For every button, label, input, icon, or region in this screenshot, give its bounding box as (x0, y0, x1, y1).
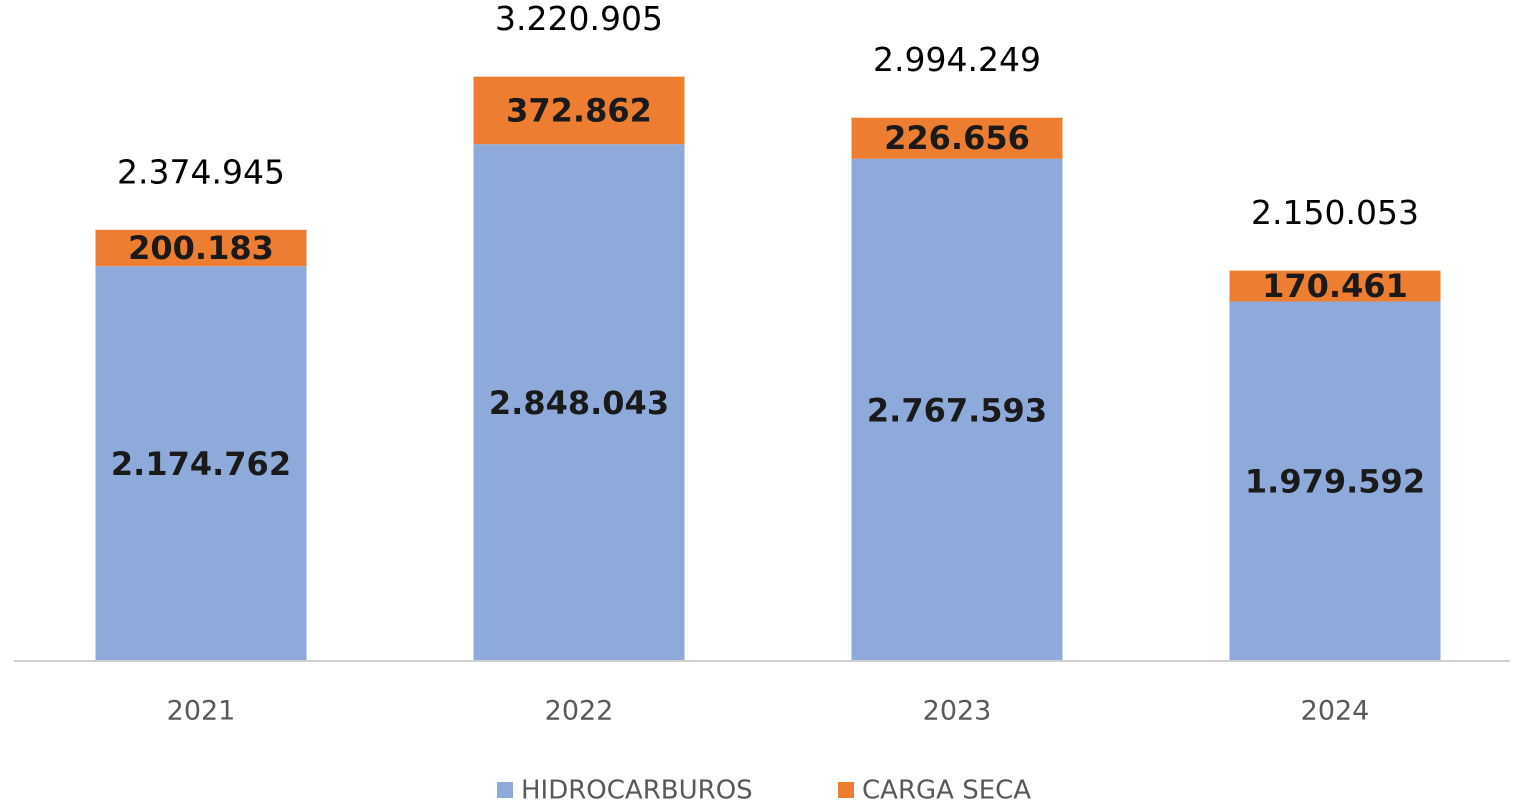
bar-segment (95, 266, 307, 660)
total-label: 2.150.053 (1251, 193, 1419, 232)
bar-segment (473, 144, 685, 661)
bar-segment (851, 117, 1063, 159)
bar-segment (851, 158, 1063, 660)
data-label: 1.979.592 (1245, 463, 1425, 501)
data-label: 170.461 (1262, 267, 1408, 305)
legend-label: HIDROCARBUROS (521, 776, 753, 805)
legend-swatch (838, 782, 854, 798)
bar-segment (473, 76, 685, 145)
x-tick-label: 2023 (923, 696, 992, 727)
data-label: 2.767.593 (867, 391, 1047, 429)
x-tick-label: 2022 (545, 696, 614, 727)
legend-swatch (497, 782, 513, 798)
bar-segment (1229, 301, 1441, 660)
data-label: 2.848.043 (489, 384, 669, 422)
bar-segment (1229, 270, 1441, 302)
x-tick-label: 2024 (1301, 696, 1370, 727)
bar-segment (95, 229, 307, 267)
data-label: 2.174.762 (111, 445, 291, 483)
legend-label: CARGA SECA (862, 776, 1031, 805)
total-label: 3.220.905 (495, 0, 663, 38)
x-tick-label: 2021 (167, 696, 236, 727)
total-label: 2.994.249 (873, 40, 1041, 79)
data-label: 372.862 (506, 91, 652, 129)
data-label: 200.183 (128, 229, 274, 267)
data-label: 226.656 (884, 119, 1030, 157)
total-label: 2.374.945 (117, 152, 285, 191)
